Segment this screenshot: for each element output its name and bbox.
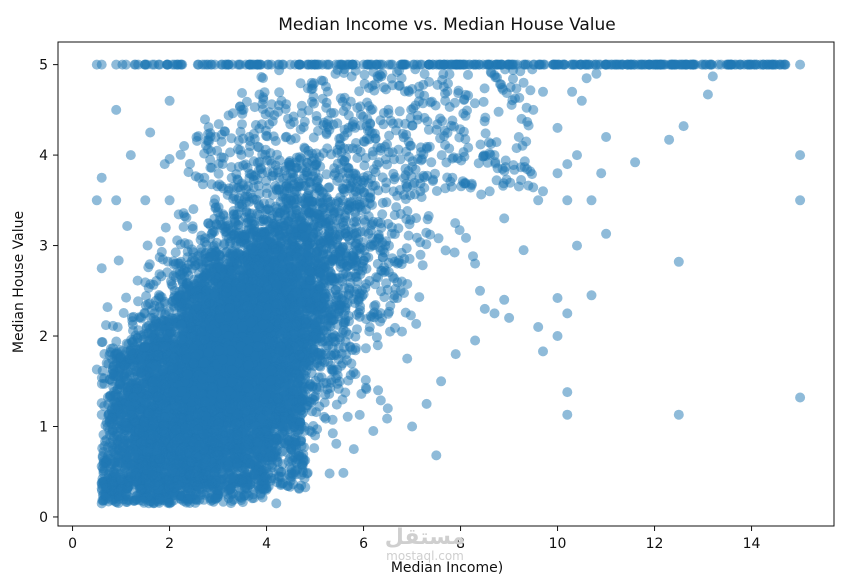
scatter-point	[433, 233, 444, 244]
scatter-point	[342, 411, 353, 422]
scatter-point	[377, 197, 388, 208]
scatter-point	[449, 247, 460, 258]
scatter-point	[359, 226, 370, 237]
scatter-point	[132, 275, 143, 286]
scatter-point	[178, 222, 189, 232]
scatter-point	[364, 322, 375, 333]
scatter-point	[405, 310, 416, 321]
scatter-point	[350, 369, 361, 380]
scatter-point	[382, 284, 393, 295]
scatter-point	[121, 292, 132, 303]
scatter-point	[431, 186, 442, 196]
scatter-point	[327, 414, 338, 425]
scatter-point	[311, 148, 322, 159]
scatter-point	[133, 296, 144, 307]
scatter-point	[388, 293, 399, 304]
scatter-point	[213, 168, 224, 179]
scatter-point	[389, 210, 400, 221]
scatter-point	[385, 326, 395, 337]
scatter-point	[338, 467, 349, 478]
scatter-point	[331, 438, 342, 449]
scatter-point	[346, 358, 357, 369]
scatter-point	[382, 413, 393, 424]
points-layer	[91, 59, 806, 509]
scatter-point	[360, 343, 371, 354]
scatter-point	[155, 236, 166, 247]
scatter-point	[118, 308, 129, 318]
scatter-point	[319, 397, 330, 408]
scatter-point	[156, 246, 167, 257]
scatter-point	[319, 411, 330, 422]
scatter-point	[354, 409, 365, 420]
scatter-point	[307, 406, 317, 417]
scatter-point	[170, 247, 181, 258]
scatter-point	[321, 169, 332, 180]
scatter-point	[404, 219, 415, 230]
scatter-point	[461, 232, 471, 243]
scatter-point	[168, 256, 179, 267]
scatter-point	[188, 204, 199, 215]
scatter-point	[210, 194, 221, 205]
chart-title: Median Income vs. Median House Value	[278, 15, 616, 35]
scatter-point	[411, 213, 422, 224]
scatter-point	[108, 320, 118, 331]
scatter-point	[349, 216, 360, 227]
scatter-point	[476, 189, 487, 200]
scatter-point	[102, 302, 113, 313]
scatter-point	[160, 222, 171, 233]
scatter-point	[369, 301, 380, 312]
scatter-point	[141, 291, 152, 301]
